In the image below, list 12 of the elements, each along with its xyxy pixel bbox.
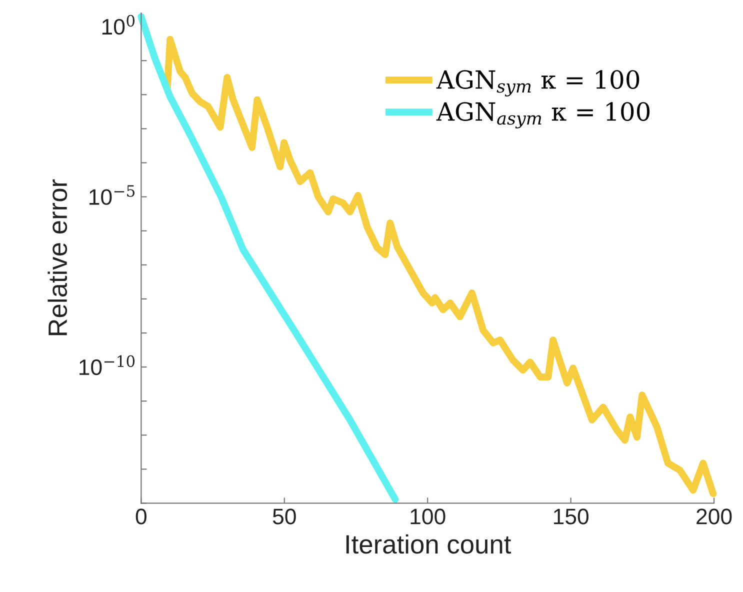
y-tick-label: 10$^{−10}$ xyxy=(80,355,135,376)
x-tick-label: 100 xyxy=(410,508,446,524)
x-tick-label: 0 xyxy=(136,508,146,524)
x-tick-label: 200 xyxy=(696,508,732,524)
y-tick-label: 10$^{0}$ xyxy=(102,14,135,35)
y-tick-label: 10$^{−5}$ xyxy=(90,185,135,205)
x-axis-title: Iteration count xyxy=(346,534,512,554)
y-axis-title: Relative error xyxy=(48,179,68,336)
x-tick-label: 150 xyxy=(554,508,588,524)
legend-label: AGN$_{sym}$ κ = 100 xyxy=(436,70,640,96)
x-tick-label: 50 xyxy=(272,508,296,524)
legend-label: AGN$_{asym}$ κ = 100 xyxy=(436,102,650,128)
